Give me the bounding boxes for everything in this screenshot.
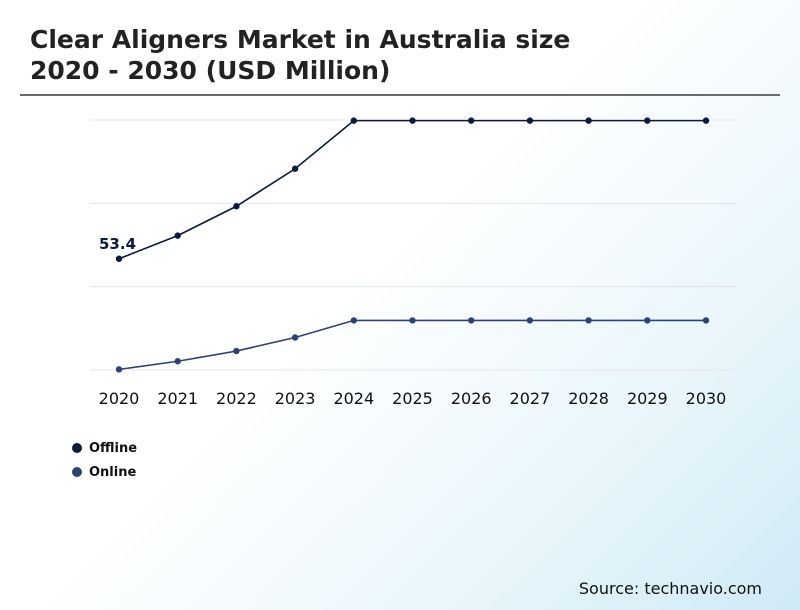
x-tick-label: 2023 bbox=[275, 389, 316, 408]
chart-title-line-1: Clear Aligners Market in Australia size bbox=[30, 25, 571, 54]
data-label: 53.4 bbox=[99, 235, 136, 253]
data-point-offline bbox=[702, 117, 710, 124]
series-line-offline bbox=[118, 119, 706, 260]
data-point-offline bbox=[644, 117, 651, 124]
legend-item-online: Online bbox=[72, 460, 137, 484]
x-tick-label: 2029 bbox=[627, 389, 668, 408]
data-point-offline bbox=[585, 117, 592, 124]
chart-title-line-2: 2020 - 2030 (USD Million) bbox=[30, 56, 391, 85]
x-tick-label: 2021 bbox=[157, 389, 198, 408]
data-point-online bbox=[644, 317, 651, 324]
data-point-online bbox=[291, 334, 299, 341]
x-tick-label: 2020 bbox=[99, 389, 140, 408]
title-divider bbox=[20, 94, 780, 96]
legend-marker-offline bbox=[72, 443, 82, 453]
x-tick-label: 2028 bbox=[568, 389, 609, 408]
data-point-online bbox=[702, 317, 710, 324]
series-line-online bbox=[118, 319, 706, 371]
data-point-online bbox=[468, 317, 475, 324]
x-tick-label: 2026 bbox=[451, 389, 492, 408]
legend-marker-online bbox=[72, 467, 82, 477]
x-tick-label: 2022 bbox=[216, 389, 257, 408]
legend-label-online: Online bbox=[89, 464, 137, 480]
chart-title: Clear Aligners Market in Australia size … bbox=[30, 24, 750, 86]
data-point-online bbox=[585, 317, 592, 324]
data-point-offline bbox=[115, 255, 123, 262]
data-point-online bbox=[409, 317, 416, 324]
legend-label-offline: Offline bbox=[89, 440, 138, 456]
data-point-offline bbox=[350, 117, 357, 124]
source-credit: Source: technavio.com bbox=[578, 579, 762, 598]
data-point-offline bbox=[468, 117, 475, 124]
x-tick-label: 2030 bbox=[686, 389, 727, 408]
data-point-offline bbox=[409, 117, 416, 124]
data-point-offline bbox=[291, 165, 299, 172]
data-point-offline bbox=[233, 203, 240, 210]
legend-item-offline: Offline bbox=[72, 436, 137, 460]
data-point-online bbox=[174, 358, 181, 365]
x-tick-label: 2025 bbox=[392, 389, 433, 408]
data-point-online bbox=[115, 366, 123, 373]
data-point-online bbox=[233, 347, 240, 355]
data-point-online bbox=[350, 317, 357, 324]
legend: Offline Online bbox=[72, 436, 137, 484]
data-point-offline bbox=[526, 117, 534, 124]
x-tick-label: 2027 bbox=[510, 389, 551, 408]
data-point-online bbox=[526, 317, 534, 324]
x-tick-label: 2024 bbox=[333, 389, 374, 408]
data-point-offline bbox=[174, 232, 181, 239]
